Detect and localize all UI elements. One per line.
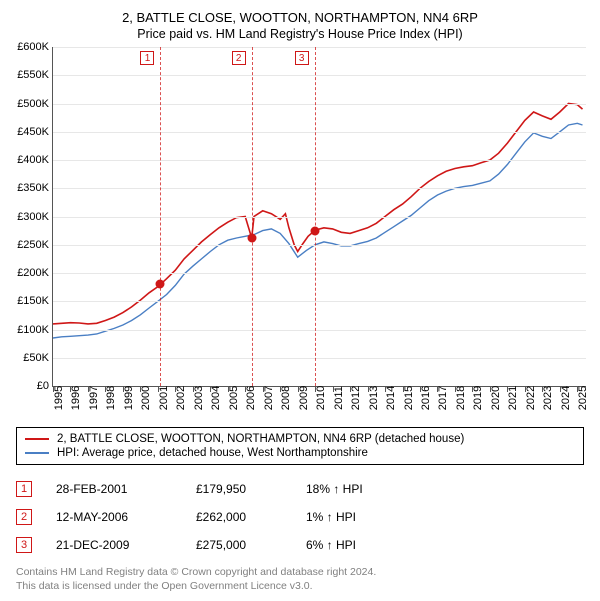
event-vline-label: 3 xyxy=(295,51,309,65)
gridline xyxy=(53,245,586,246)
x-axis-label: 2004 xyxy=(210,386,222,410)
event-pct: 18% ↑ HPI xyxy=(306,482,416,496)
event-date: 21-DEC-2009 xyxy=(56,538,196,552)
x-axis-label: 1996 xyxy=(70,386,82,410)
title-main: 2, BATTLE CLOSE, WOOTTON, NORTHAMPTON, N… xyxy=(8,10,592,25)
event-vline xyxy=(252,47,253,386)
x-axis-label: 2014 xyxy=(385,386,397,410)
x-axis-label: 2018 xyxy=(455,386,467,410)
y-axis-label: £500K xyxy=(7,98,49,110)
x-axis-label: 2006 xyxy=(245,386,257,410)
event-price: £179,950 xyxy=(196,482,306,496)
gridline xyxy=(53,330,586,331)
event-vline-label: 2 xyxy=(232,51,246,65)
y-axis-label: £600K xyxy=(7,41,49,53)
legend-swatch xyxy=(25,452,49,454)
x-axis-label: 1997 xyxy=(88,386,100,410)
gridline xyxy=(53,160,586,161)
gridline xyxy=(53,217,586,218)
event-list: 1 28-FEB-2001£179,95018% ↑ HPI 2 12-MAY-200… xyxy=(16,475,584,559)
event-marker xyxy=(247,233,256,242)
event-row: 1 28-FEB-2001£179,95018% ↑ HPI xyxy=(16,475,584,503)
event-marker xyxy=(310,226,319,235)
x-axis-label: 1998 xyxy=(105,386,117,410)
y-axis-label: £550K xyxy=(7,69,49,81)
gridline xyxy=(53,75,586,76)
event-pct: 1% ↑ HPI xyxy=(306,510,416,524)
footnote-line: This data is licensed under the Open Gov… xyxy=(16,579,584,593)
title-sub: Price paid vs. HM Land Registry's House … xyxy=(8,27,592,41)
event-vline xyxy=(160,47,161,386)
x-axis-label: 2007 xyxy=(263,386,275,410)
y-axis-label: £200K xyxy=(7,267,49,279)
x-axis-label: 2016 xyxy=(420,386,432,410)
event-marker xyxy=(156,280,165,289)
x-axis-label: 2009 xyxy=(298,386,310,410)
x-axis-label: 2015 xyxy=(403,386,415,410)
legend-text: HPI: Average price, detached house, West… xyxy=(57,447,368,459)
x-axis-label: 2021 xyxy=(507,386,519,410)
y-axis-label: £0 xyxy=(7,380,49,392)
footnote: Contains HM Land Registry data © Crown c… xyxy=(16,565,584,593)
event-pct: 6% ↑ HPI xyxy=(306,538,416,552)
event-date: 28-FEB-2001 xyxy=(56,482,196,496)
event-row: 2 12-MAY-2006£262,0001% ↑ HPI xyxy=(16,503,584,531)
event-row: 3 21-DEC-2009£275,0006% ↑ HPI xyxy=(16,531,584,559)
legend-text: 2, BATTLE CLOSE, WOOTTON, NORTHAMPTON, N… xyxy=(57,433,464,445)
event-price: £275,000 xyxy=(196,538,306,552)
event-date: 12-MAY-2006 xyxy=(56,510,196,524)
x-axis-label: 1995 xyxy=(53,386,65,410)
series-line-price_paid xyxy=(53,104,583,324)
event-index-box: 2 xyxy=(16,509,32,525)
y-axis-label: £400K xyxy=(7,154,49,166)
x-axis-label: 2000 xyxy=(140,386,152,410)
y-axis-label: £50K xyxy=(7,352,49,364)
y-axis-label: £150K xyxy=(7,295,49,307)
x-axis-label: 2002 xyxy=(175,386,187,410)
y-axis-label: £450K xyxy=(7,126,49,138)
x-axis-label: 2024 xyxy=(560,386,572,410)
gridline xyxy=(53,301,586,302)
x-axis-label: 1999 xyxy=(123,386,135,410)
x-axis-label: 2013 xyxy=(368,386,380,410)
y-axis-label: £300K xyxy=(7,211,49,223)
event-index-box: 3 xyxy=(16,537,32,553)
x-axis-label: 2012 xyxy=(350,386,362,410)
footnote-line: Contains HM Land Registry data © Crown c… xyxy=(16,565,584,579)
x-axis-label: 2003 xyxy=(193,386,205,410)
x-axis-label: 2023 xyxy=(542,386,554,410)
gridline xyxy=(53,188,586,189)
legend-item: 2, BATTLE CLOSE, WOOTTON, NORTHAMPTON, N… xyxy=(25,432,575,446)
gridline xyxy=(53,273,586,274)
y-axis-label: £250K xyxy=(7,239,49,251)
x-axis-label: 2008 xyxy=(280,386,292,410)
gridline xyxy=(53,132,586,133)
x-axis-label: 2019 xyxy=(472,386,484,410)
x-axis-label: 2017 xyxy=(437,386,449,410)
x-axis-label: 2011 xyxy=(333,386,345,410)
event-index-box: 1 xyxy=(16,481,32,497)
x-axis-label: 2010 xyxy=(315,386,327,410)
legend-swatch xyxy=(25,438,49,440)
chart-area: £0£50K£100K£150K£200K£250K£300K£350K£400… xyxy=(52,47,586,387)
y-axis-label: £100K xyxy=(7,324,49,336)
gridline xyxy=(53,358,586,359)
x-axis-label: 2001 xyxy=(158,386,170,410)
x-axis-label: 2020 xyxy=(490,386,502,410)
event-vline xyxy=(315,47,316,386)
y-axis-label: £350K xyxy=(7,182,49,194)
gridline xyxy=(53,47,586,48)
legend: 2, BATTLE CLOSE, WOOTTON, NORTHAMPTON, N… xyxy=(16,427,584,465)
x-axis-label: 2022 xyxy=(525,386,537,410)
legend-item: HPI: Average price, detached house, West… xyxy=(25,446,575,460)
event-vline-label: 1 xyxy=(140,51,154,65)
gridline xyxy=(53,104,586,105)
x-axis-label: 2025 xyxy=(577,386,589,410)
x-axis-label: 2005 xyxy=(228,386,240,410)
event-price: £262,000 xyxy=(196,510,306,524)
